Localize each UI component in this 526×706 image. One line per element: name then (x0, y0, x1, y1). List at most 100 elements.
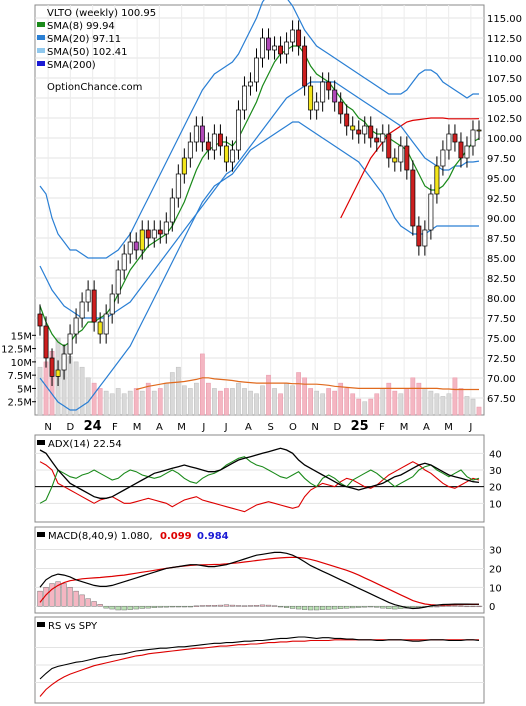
sma50-line (340, 117, 480, 219)
candle-body (67, 333, 73, 355)
macd-histogram-bar (151, 606, 157, 608)
volume-bar (115, 388, 121, 416)
volume-bar (446, 393, 452, 416)
candle (205, 132, 211, 160)
price-y-tick: 80.00 (487, 294, 516, 305)
candle (470, 120, 476, 156)
candle-body (211, 133, 217, 151)
volume-bar (392, 390, 398, 416)
candle (320, 72, 326, 112)
macd-histogram-bar (308, 606, 314, 611)
macd-histogram-bar (326, 606, 332, 610)
macd-histogram-bar (368, 606, 374, 608)
candle-body (145, 229, 151, 239)
candle (67, 324, 73, 364)
volume-y-tick: 10M (11, 358, 32, 369)
candle-body (308, 85, 314, 111)
macd-histogram-bar (127, 606, 133, 610)
candle-body (434, 165, 440, 195)
macd-histogram-bar (55, 581, 61, 607)
macd-histogram-bar (259, 604, 266, 607)
candle-body (73, 317, 79, 335)
volume-bar (428, 390, 434, 416)
x-axis-label: J (468, 422, 472, 433)
candle (79, 292, 85, 328)
candle (344, 104, 350, 136)
candle-body (356, 129, 362, 135)
candle (163, 212, 169, 244)
price-y-tick: 95.00 (487, 174, 516, 185)
candle (151, 220, 157, 248)
candle-body (79, 301, 85, 319)
candle (362, 116, 368, 144)
volume-y-tick: 12.5M (1, 345, 32, 356)
volume-bar (266, 374, 271, 416)
volume-bar (302, 377, 307, 416)
volume-bar (332, 390, 338, 416)
x-axis-label: J (224, 422, 228, 433)
adx-panel: 40 30 20 10 ADX(14) 22.54 (34, 434, 502, 523)
macd-histogram-bar (109, 606, 115, 610)
volume-bar (109, 393, 115, 416)
adx-line (39, 447, 480, 499)
candle (248, 72, 253, 96)
macd-swatch (37, 532, 45, 537)
candle-body (338, 101, 344, 115)
x-axis-label: O (289, 422, 297, 433)
bollinger-upper-line (39, 0, 479, 259)
volume-y-tick: 2.5M (7, 398, 32, 409)
candle-body (193, 125, 199, 143)
adx-y-tick: 20 (489, 483, 502, 494)
candle (350, 116, 356, 140)
volume-bar (314, 390, 319, 416)
candle-body (470, 129, 476, 147)
candle (380, 124, 386, 152)
candle (217, 124, 223, 156)
macd-histogram-bar (91, 601, 97, 607)
candle (434, 156, 440, 204)
x-axis-labels: N D 24 F M A M J J A S O N D 25 F M A M J (44, 419, 472, 434)
candle (332, 80, 338, 112)
macd-histogram-bar (169, 606, 175, 608)
watermark: OptionChance.com (47, 82, 142, 93)
rs-panel-frame (34, 616, 485, 704)
volume-bar (416, 382, 422, 416)
price-panel-frame (34, 4, 485, 416)
macd-histogram-bar (283, 606, 290, 608)
legend-swatch-sma8 (37, 22, 45, 27)
volume-bar (218, 390, 223, 416)
candle (175, 164, 181, 208)
macd-histogram-bar (332, 606, 338, 610)
candle (187, 132, 193, 168)
price-y-tick: 77.50 (487, 314, 516, 325)
volume-bar (404, 388, 410, 416)
candle-body (458, 141, 464, 159)
x-axis-label: F (112, 422, 118, 433)
candle-body (320, 81, 326, 103)
volume-bar (121, 393, 127, 416)
volume-bar (224, 388, 229, 416)
macd-histogram-bar (73, 590, 79, 607)
volume-bar (380, 388, 386, 416)
macd-histogram-bar (386, 606, 392, 609)
candle-body (205, 141, 211, 151)
candle-body (181, 157, 187, 175)
volume-bar (272, 388, 277, 416)
adx-minus-di-line (39, 461, 480, 513)
legend-swatch-sma50 (37, 48, 45, 53)
candle-body (446, 133, 452, 151)
x-axis-label: 25 (351, 419, 369, 434)
macd-histogram-bar (356, 606, 362, 608)
macd-histogram-bar (49, 583, 55, 607)
candle-body (49, 357, 55, 377)
candle-body (266, 37, 271, 51)
volume-bar (440, 396, 446, 416)
candle (302, 36, 308, 96)
volume-bar (290, 385, 295, 416)
volume-bar (145, 382, 151, 416)
volume-bar (422, 388, 428, 416)
candle-body (332, 89, 338, 103)
adx-label: ADX(14) 22.54 (48, 439, 122, 450)
macd-histogram-bar (205, 605, 211, 607)
legend-sma200: SMA(200) (47, 60, 96, 71)
